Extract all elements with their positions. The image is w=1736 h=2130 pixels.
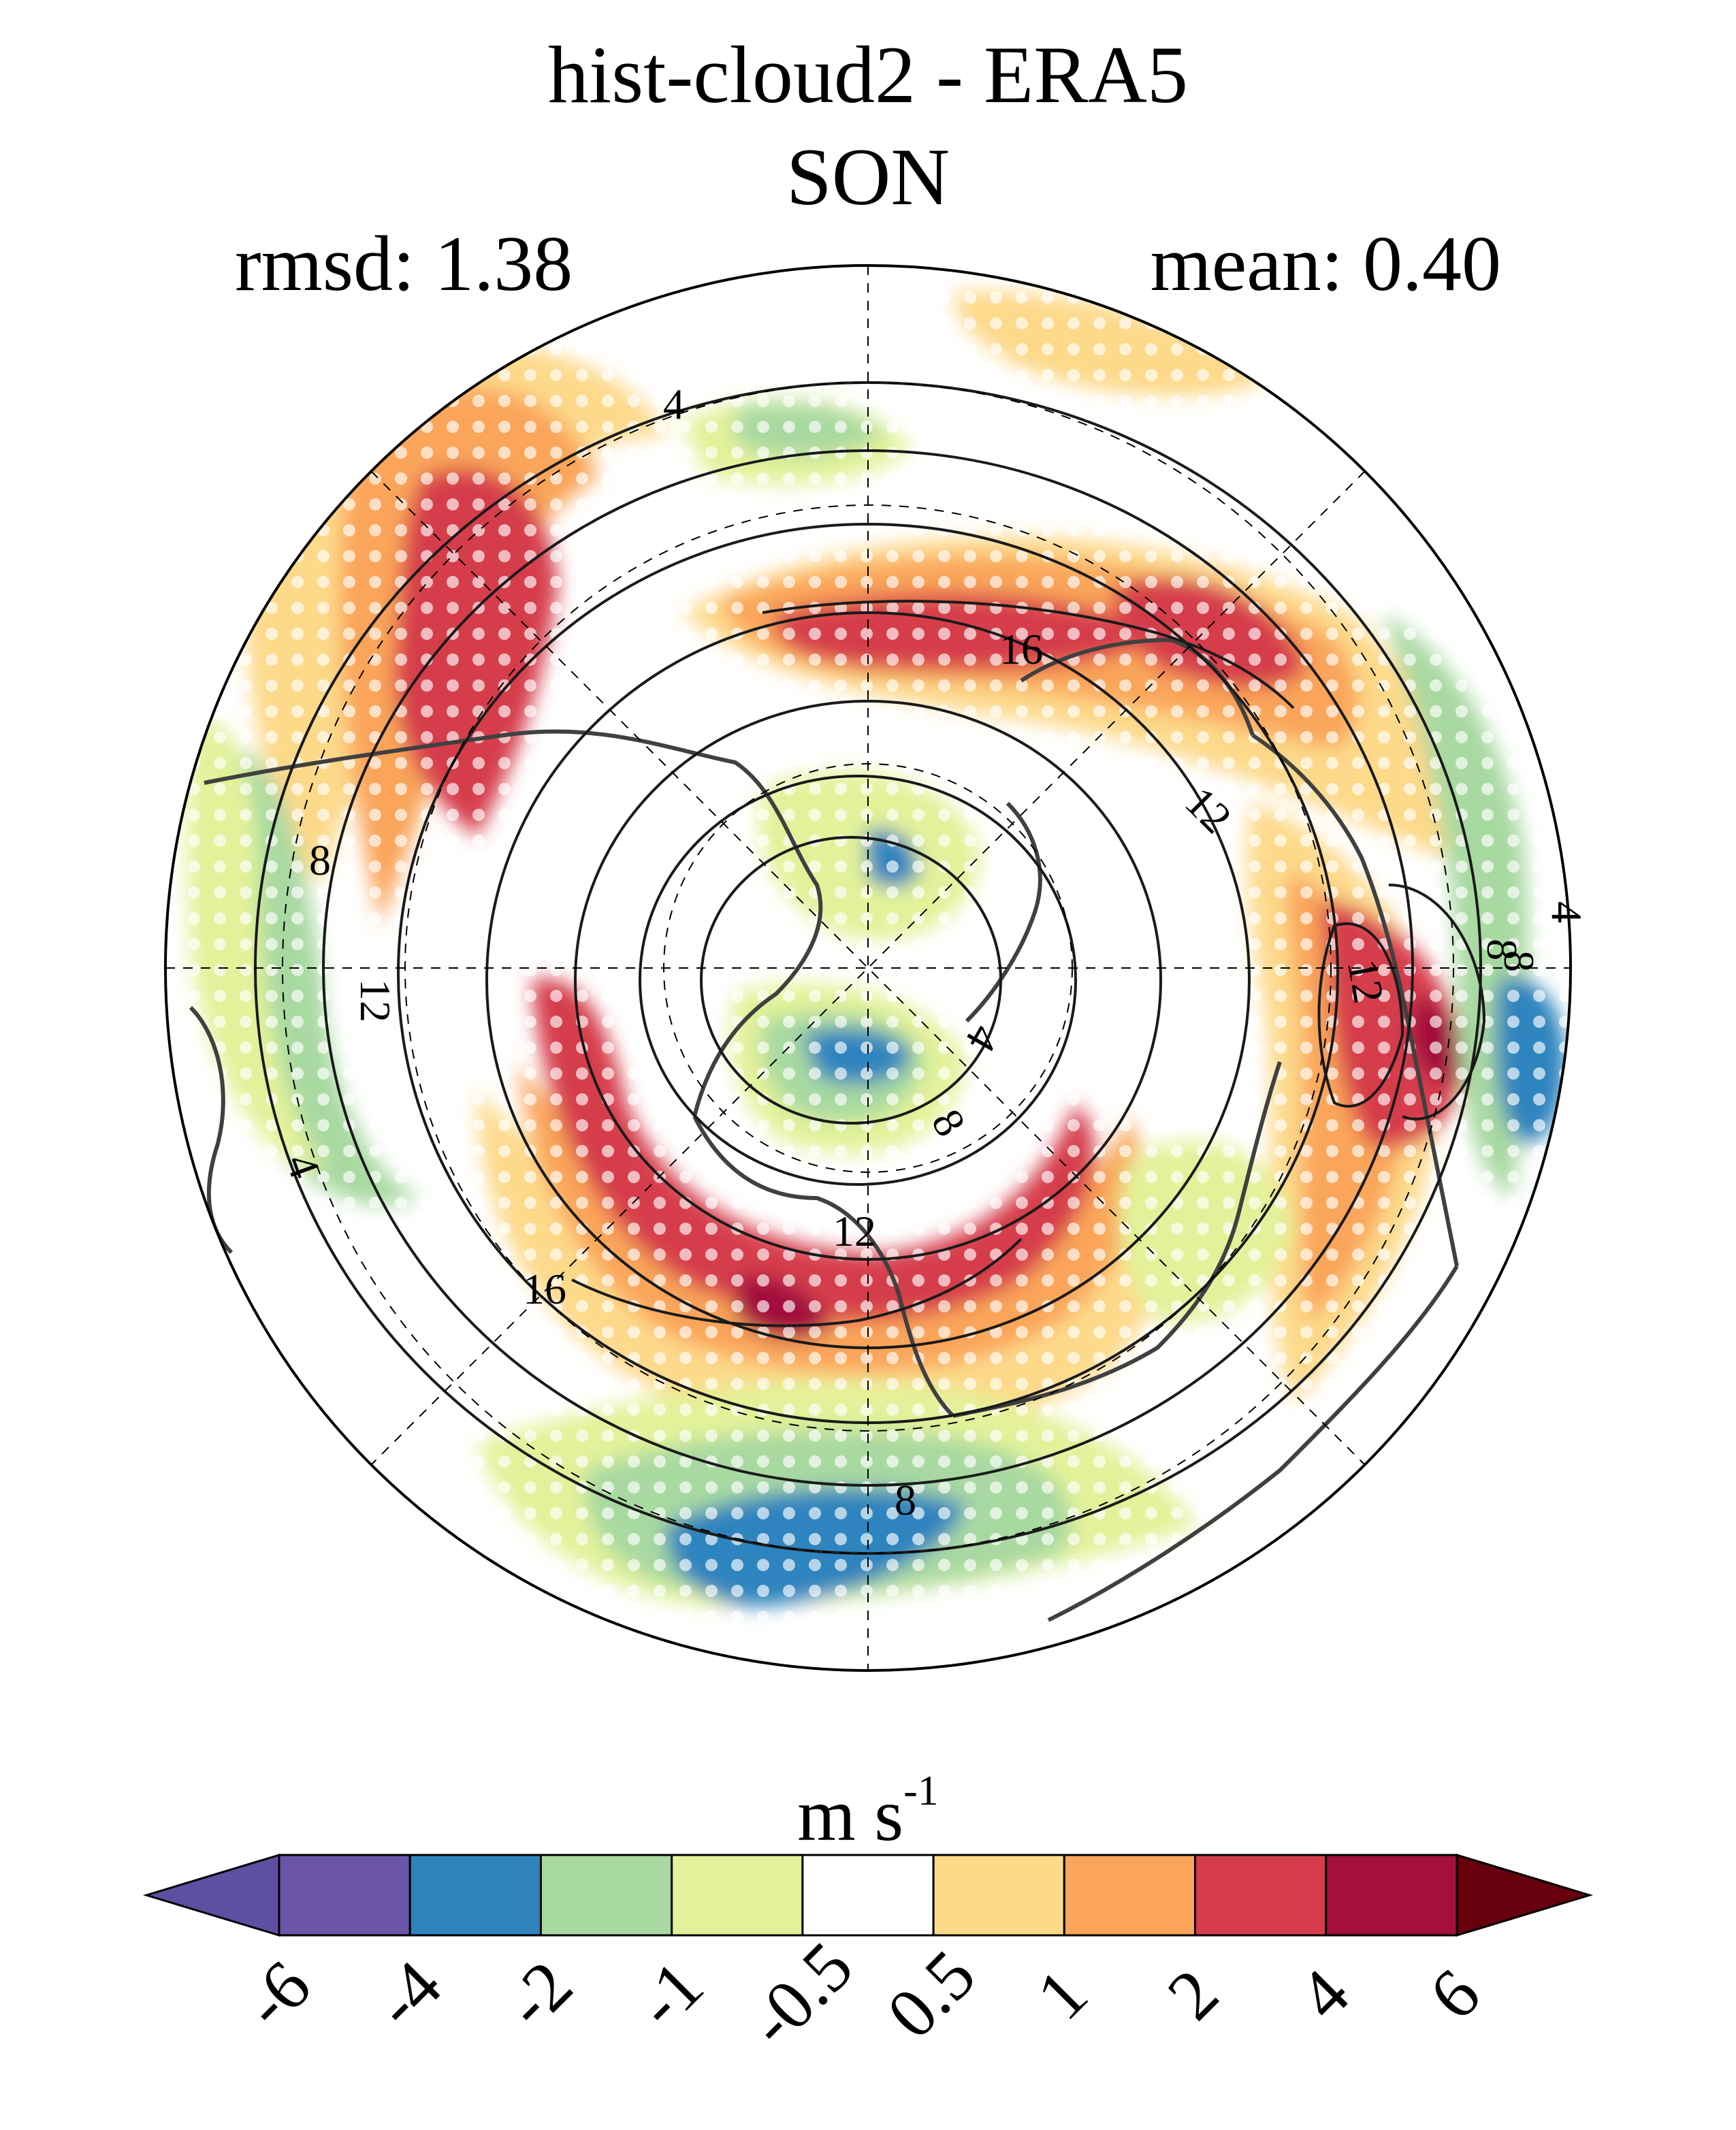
colorbar-tick-label: 2: [1153, 1954, 1233, 2035]
parallel-30: [282, 382, 1454, 1554]
colorbar-segment: [278, 1854, 411, 1937]
contour-label-12: 16: [523, 1265, 566, 1313]
map-field: [165, 265, 1571, 1671]
contour-label-5: 12: [351, 979, 400, 1022]
meridian-diag-b: [370, 470, 1366, 1466]
coastline-north-america: [952, 1061, 1282, 1418]
map-border: [164, 264, 1572, 1672]
contour-16-north-jet: [762, 600, 1295, 709]
colorbar-segment: [932, 1854, 1065, 1937]
colorbar-segment: [671, 1854, 804, 1937]
units-exponent: -1: [903, 1768, 939, 1814]
colorbar-tick-label: 4: [1284, 1954, 1364, 2035]
colorbar-extend-high: [1456, 1853, 1594, 1937]
contour-label-11: 12: [1338, 956, 1394, 1007]
colorbar-tick-label: -6: [229, 1946, 326, 2044]
contour-8-inner: [639, 775, 1077, 1186]
coastlines: [189, 637, 1459, 1622]
contour-label-4: 8: [309, 836, 331, 884]
colorbar-tick-label: -2: [490, 1946, 588, 2044]
contour-16-south-jet: [571, 1238, 1023, 1327]
colorbar-tick-label: -0.5: [733, 1927, 868, 2062]
colorbar-segment: [801, 1854, 935, 1937]
colorbar-units: m s-1: [0, 1770, 1736, 1852]
coastline-asia-east: [1251, 733, 1459, 1267]
contour-12-east-cell: [1317, 922, 1404, 1108]
meridian-diag-a: [370, 470, 1366, 1466]
coastline-europe: [692, 1115, 955, 1418]
contour-label-9: 8: [895, 1476, 916, 1524]
colorbar-segment: [1325, 1854, 1458, 1937]
parallel-75: [663, 763, 1073, 1173]
contour-label-1: 4: [663, 380, 685, 428]
polar-map: 4 16 12 8 12 8 4 8 8 12 12 16 4 8 4: [164, 264, 1591, 1672]
colorbar-tick-label: 1: [1022, 1954, 1102, 2035]
coastline-alaska: [1020, 637, 1255, 736]
plot-title: hist-cloud2 - ERA5: [548, 29, 1188, 120]
colorbar-segment: [539, 1854, 673, 1937]
mean-label: mean: 0.40: [1150, 221, 1501, 308]
contour-label-14: 8: [1478, 939, 1526, 961]
season-subtitle: SON: [786, 131, 950, 222]
contour-label-10: 12: [833, 1207, 876, 1255]
colorbar-tick-label: -4: [359, 1946, 457, 2044]
colorbar-segment: [1063, 1854, 1197, 1937]
parallel-60: [404, 504, 1332, 1432]
contour-8-east-cell: [1388, 884, 1486, 1120]
colorbar-segment: [1194, 1854, 1328, 1937]
contour-label-2: 16: [999, 625, 1043, 673]
colorbar-extend-low: [142, 1853, 280, 1937]
contour-4-inner: [700, 836, 1002, 1125]
contour-label-8: 8: [1495, 950, 1543, 972]
colorbar-tick-label: 6: [1415, 1954, 1495, 2035]
units-main: m s: [797, 1773, 904, 1856]
coastline-greenland: [965, 801, 1042, 1023]
coastline-asia-south: [1047, 1265, 1459, 1622]
graticule: [165, 265, 1571, 1671]
colorbar-tick-label: -1: [621, 1946, 718, 2044]
colorbar-tick-label: 0.5: [872, 1935, 990, 2053]
rmsd-label: rmsd: 1.38: [235, 221, 573, 308]
contour-labels: 4 16 12 8 12 8 4 8 8 12 12 16 4 8 4: [276, 380, 1591, 1524]
contour-label-15: 4: [1543, 901, 1591, 923]
coastline-eurasia-north: [204, 729, 823, 1117]
colorbar-segment: [408, 1854, 542, 1937]
